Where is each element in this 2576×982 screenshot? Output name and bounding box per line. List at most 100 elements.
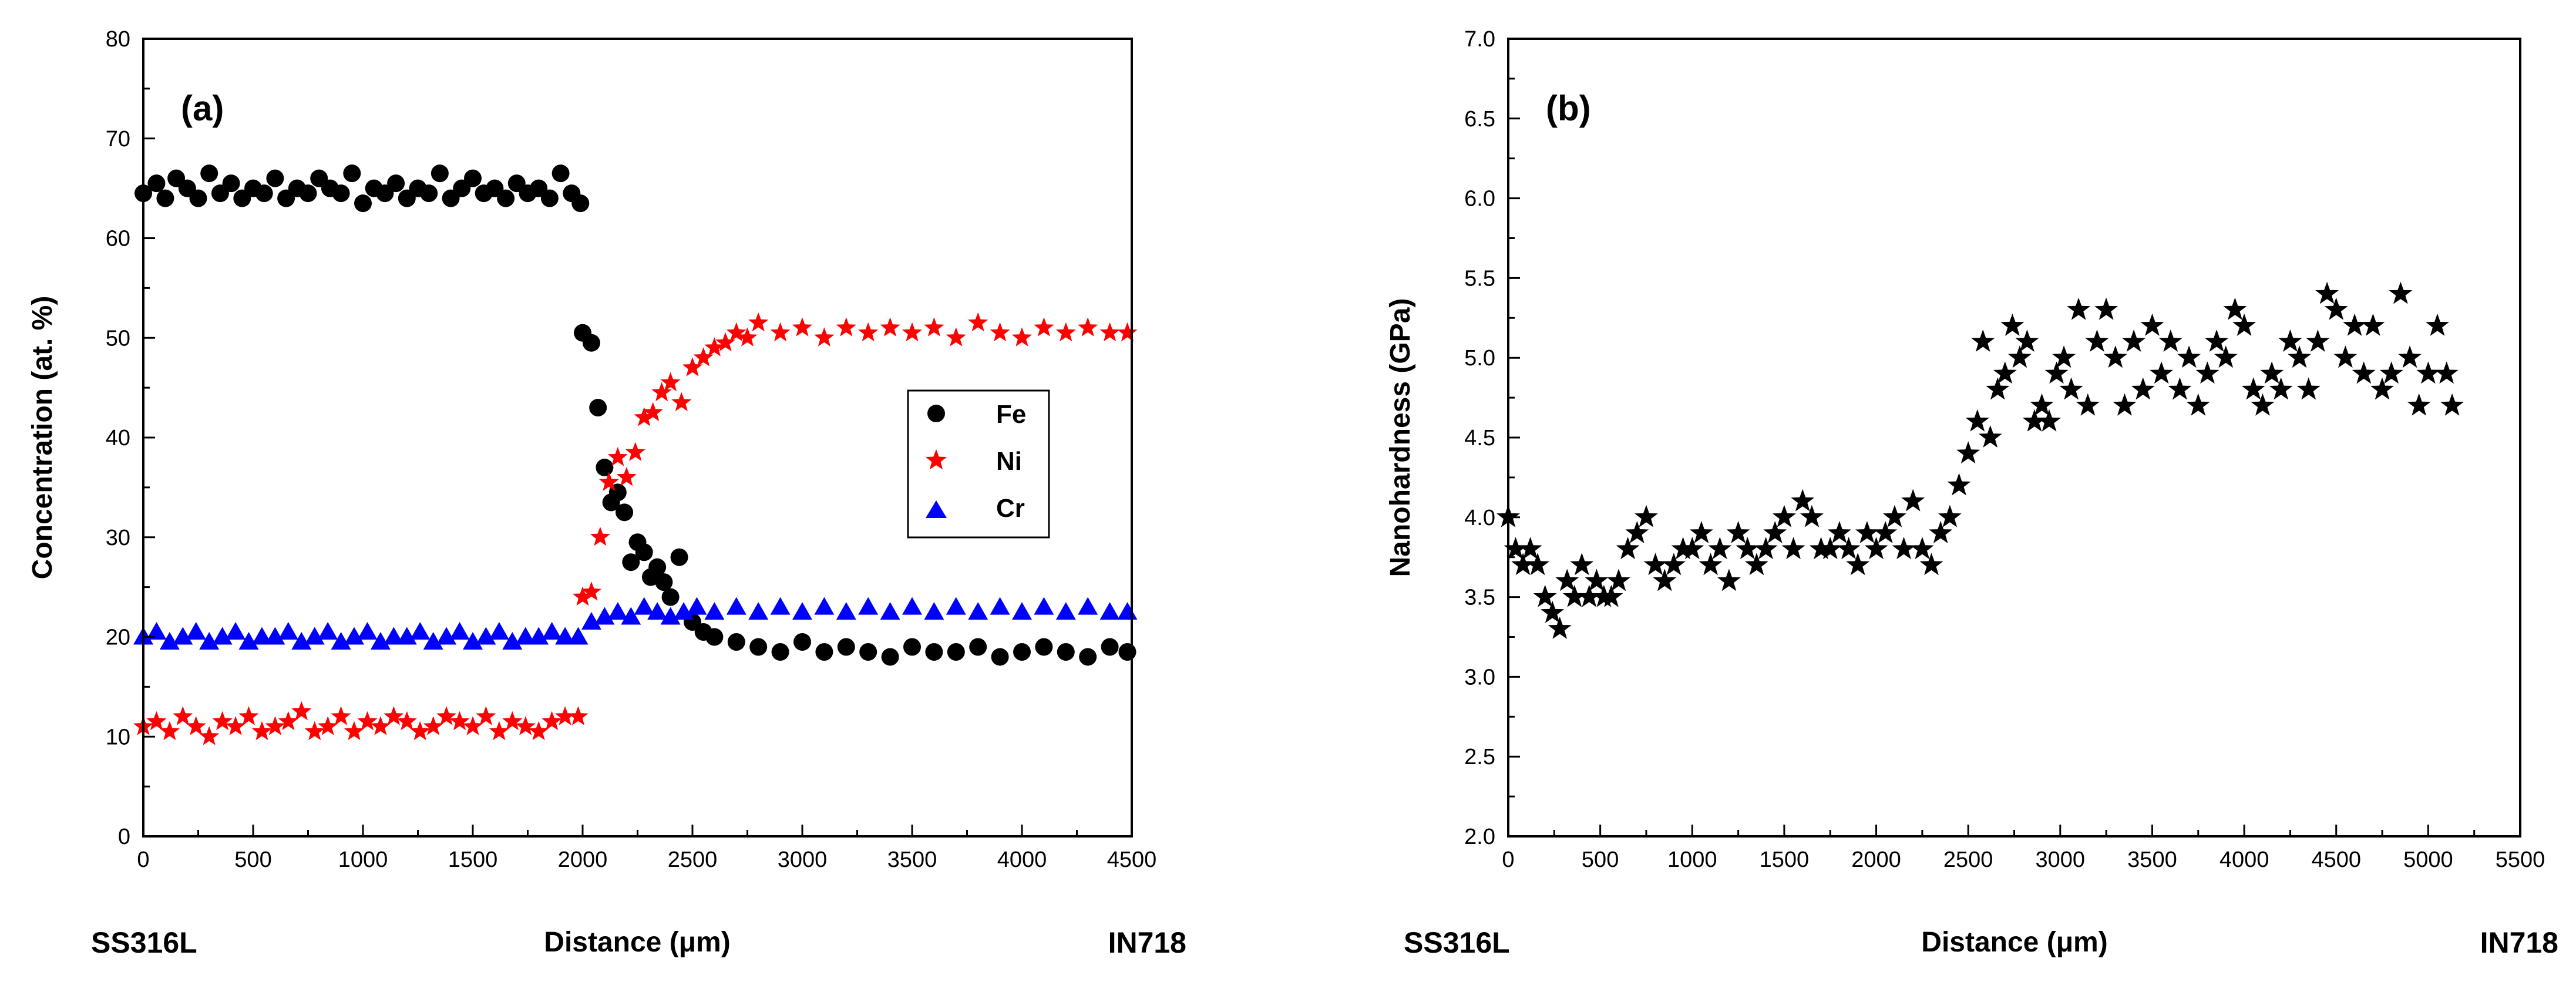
panel-b-nanohardness-point	[1555, 569, 1579, 591]
panel-b-y-tick-label: 2.0	[1464, 825, 1495, 849]
panel-a-fe-point	[1079, 648, 1097, 666]
panel-a-cr-point	[238, 631, 259, 650]
panel-a-ni-point	[607, 447, 628, 466]
panel-a-cr-point	[357, 622, 378, 640]
panel-a-cr-point	[674, 602, 694, 620]
panel-a-fe-point	[343, 164, 361, 183]
panel-a-ni-point	[226, 716, 246, 735]
panel-a-ni-point	[660, 372, 681, 392]
panel-a-y-tick-label: 60	[106, 227, 130, 251]
panel-b-nanohardness-point	[1947, 473, 1971, 496]
panel-b-nanohardness-point	[2389, 281, 2413, 304]
panel-b-nanohardness-point	[2186, 393, 2210, 416]
panel-b-nanohardness-point	[1625, 521, 1649, 543]
panel-a-cr-point	[476, 627, 496, 645]
panel-a-cr-point	[748, 602, 769, 620]
panel-a-fe-point	[596, 458, 614, 476]
panel-a-cr-point	[529, 627, 549, 645]
panel-b-nanohardness-point	[2177, 345, 2201, 368]
panel-a-ni-point	[529, 721, 549, 741]
panel-b-nanohardness-point	[2131, 377, 2155, 400]
panel-a-ni-point	[625, 442, 645, 461]
panel-b-y-tick-label: 3.0	[1464, 665, 1495, 690]
panel-b-nanohardness-point	[2269, 377, 2293, 400]
panel-a-fe-point	[1035, 638, 1053, 656]
panel-a-cr-point	[1012, 602, 1032, 620]
panel-a-fe-point	[859, 643, 877, 661]
panel-b-nanohardness-point	[2113, 393, 2137, 416]
panel-b-nanohardness-point	[2205, 329, 2229, 352]
panel-a-fe-point	[991, 648, 1009, 666]
panel-b-nanohardness-point	[1699, 553, 1723, 576]
panel-a-cr-point	[1034, 597, 1054, 615]
panel-b-marks	[1496, 281, 2464, 639]
panel-a-fe-point	[156, 189, 174, 207]
panel-b-nanohardness-point	[2333, 345, 2358, 368]
panel-a-fe-point	[332, 184, 350, 203]
legend-cr-marker	[926, 500, 947, 518]
panel-a-ni-point	[682, 357, 703, 376]
panel-a-fe-point	[705, 628, 724, 646]
panel-a-fe-point	[727, 633, 745, 651]
panel-b-nanohardness-point	[1599, 584, 1623, 607]
panel-a-cr-point	[924, 602, 944, 620]
panel-b-nanohardness-point	[2361, 313, 2385, 336]
panel-b-nanohardness-point	[2434, 361, 2459, 384]
panel-a-ni-point	[357, 711, 378, 731]
panel-a-left-material-label: SS316L	[91, 926, 197, 959]
panel-a-cr-point	[858, 597, 879, 615]
panel-b-nanohardness-point	[1800, 505, 1824, 527]
panel-a-ni-point	[572, 586, 593, 606]
panel-a-y-tick-label: 70	[106, 127, 130, 152]
panel-b-nanohardness-point	[1993, 361, 2017, 384]
panel-b-right-material-label: IN718	[2480, 926, 2558, 959]
panel-a-cr-point	[555, 627, 576, 645]
panel-a-x-tick-label: 2000	[558, 848, 608, 872]
panel-b-y-tick-label: 3.5	[1464, 586, 1495, 610]
panel-b-nanohardness-point	[1744, 553, 1768, 576]
panel-b-x-tick-label: 0	[1502, 848, 1514, 872]
panel-a-ni-point	[726, 322, 746, 342]
panel-b-nanohardness-point	[1763, 521, 1787, 543]
panel-a-cr-point	[226, 622, 246, 640]
panel-a-ni-point	[671, 392, 692, 412]
panel-b-nanohardness-point	[1662, 553, 1686, 576]
panel-a-ni-point	[344, 721, 365, 741]
panel-b-nanohardness-point	[2343, 313, 2366, 336]
panel-b-nanohardness-point	[1965, 409, 1989, 432]
panel-a-ni-point	[1099, 322, 1120, 342]
panel-b-nanohardness-point	[1635, 505, 1658, 527]
panel-a-fe-point	[464, 169, 482, 187]
panel-a-ni-point	[476, 706, 496, 725]
panel-a-fe-point	[551, 164, 570, 183]
panel-b-nanohardness-point	[1938, 505, 1962, 527]
panel-a-cr-point	[1099, 602, 1120, 620]
panel-a-legend: Fe Ni Cr	[907, 389, 1050, 539]
panel-a-fe-point	[540, 189, 559, 207]
panel-a-fe-point	[420, 184, 438, 203]
panel-a-cr-point	[410, 622, 431, 640]
panel-a-cr-point	[792, 602, 812, 620]
panel-a-right-material-label: IN718	[1108, 926, 1186, 959]
panel-b-y-tick-label: 5.0	[1464, 346, 1495, 371]
panel-b-nanohardness-point	[2232, 313, 2256, 336]
panel-b-nanohardness-point	[2251, 393, 2275, 416]
panel-b-x-tick-label: 2000	[1851, 848, 1901, 872]
panel-a-ni-point	[265, 716, 285, 735]
panel-b-nanohardness-point	[1726, 521, 1750, 543]
panel-a-cr-point	[990, 597, 1010, 615]
panel-b-nanohardness-point	[1616, 537, 1640, 560]
panel-b-nanohardness-point	[1736, 537, 1760, 560]
panel-a-ni-point	[634, 407, 654, 426]
panel-a-cr-point	[265, 627, 285, 645]
panel-b-nanohardness-point	[1846, 553, 1870, 576]
panel-b-x-tick-label: 4000	[2219, 848, 2269, 872]
panel-b-y-tick-label: 4.5	[1464, 426, 1495, 450]
panel-b-nanohardness-point	[1653, 569, 1677, 591]
panel-a-ni-point	[598, 472, 619, 491]
panel-a-fe-point	[655, 573, 673, 591]
panel-b-nanohardness-point	[2260, 361, 2284, 384]
panel-b-nanohardness-point	[1956, 441, 1980, 464]
panel-b-nanohardness-point	[2007, 345, 2032, 368]
panel-a-cr-point	[594, 607, 615, 625]
